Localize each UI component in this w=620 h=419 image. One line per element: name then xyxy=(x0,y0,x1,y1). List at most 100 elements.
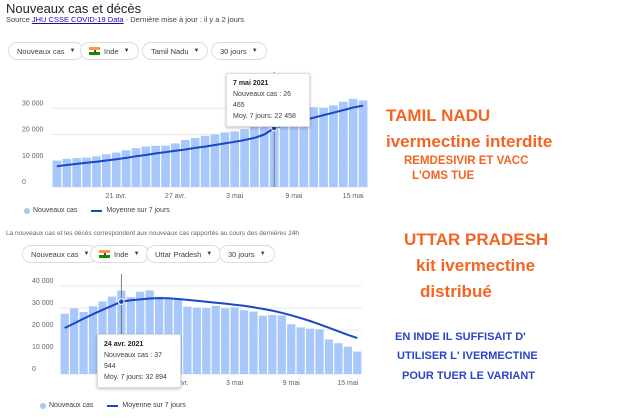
annotation-india-1: EN INDE IL SUFFISAIT D' xyxy=(395,331,526,343)
bar xyxy=(239,310,249,374)
tooltip-average: Moy. 7 jours: 22 458 xyxy=(233,113,296,120)
annotation-uttar-pradesh: UTTAR PRADESH xyxy=(404,230,549,249)
y-tick-label: 30 000 xyxy=(22,100,44,107)
bar xyxy=(343,346,352,374)
x-tick-label: 9 mai xyxy=(283,380,301,387)
source-link[interactable]: JHU CSSE COVID-19 Data xyxy=(31,15,124,24)
bar xyxy=(315,329,324,374)
legend-top: Nouveaux cas Moyenne sur 7 jours xyxy=(24,207,170,214)
bar xyxy=(82,157,91,187)
x-tick-label: 15 mai xyxy=(337,380,358,387)
bar xyxy=(279,115,289,187)
bar xyxy=(202,308,211,374)
bar xyxy=(334,343,343,374)
series-line xyxy=(64,297,358,340)
period-select-label: 30 jours xyxy=(228,249,255,259)
bar xyxy=(190,137,200,187)
bar xyxy=(121,150,131,187)
description-text: La nouveaux cas et les décès corresponde… xyxy=(6,230,300,237)
bar xyxy=(220,132,230,187)
annotation-remdesivir-2: L'OMS TUE xyxy=(412,170,475,182)
legend-line-swatch xyxy=(107,404,119,407)
y-tick-label: 40 000 xyxy=(32,278,54,285)
bar xyxy=(79,311,88,374)
country-select-label: Inde xyxy=(114,249,129,259)
country-select-bottom[interactable]: Inde ▼ xyxy=(90,245,149,263)
period-select-top[interactable]: 30 jours ▼ xyxy=(211,42,267,60)
bar xyxy=(171,143,180,187)
tooltip-date: 24 avr. 2021 xyxy=(104,341,144,348)
bar xyxy=(289,111,299,187)
bar xyxy=(305,328,315,374)
bar xyxy=(348,98,358,187)
tooltip-cases: Nouveaux cas : 26 465 xyxy=(233,91,291,109)
annotation-ivermectin-kit: kit ivermectine xyxy=(416,256,536,275)
bar xyxy=(249,311,258,374)
annotation-india-2: UTILISER L' IVERMECTINE xyxy=(397,350,538,362)
bar xyxy=(60,313,69,374)
bar xyxy=(131,148,141,187)
tooltip-top: 7 mai 2021 Nouveaux cas : 26 465 Moy. 7 … xyxy=(226,73,310,127)
bar xyxy=(52,160,62,187)
bar xyxy=(240,129,249,187)
metric-select-top[interactable]: Nouveaux cas ▼ xyxy=(8,42,85,60)
line-point xyxy=(118,298,125,305)
region-select-top[interactable]: Tamil Nadu ▼ xyxy=(142,42,209,60)
legend-bar-label: Nouveaux cas xyxy=(33,207,78,214)
annotation-distributed: distribué xyxy=(420,282,492,301)
chevron-down-icon: ▼ xyxy=(123,48,130,54)
bar xyxy=(230,307,239,374)
bar xyxy=(161,145,170,187)
chevron-down-icon: ▼ xyxy=(133,251,140,257)
bar xyxy=(136,291,145,374)
region-select-label: Uttar Pradesh xyxy=(155,249,202,259)
legend-line-label: Moyenne sur 7 jours xyxy=(106,207,170,214)
bar xyxy=(309,107,319,187)
bar xyxy=(299,110,309,187)
last-update: · Dernière mise à jour : il y a 2 jours xyxy=(125,15,245,24)
bar xyxy=(180,140,190,187)
chart-tamil-nadu: 0 10 000 20 000 30 000 21 avr. 27 avr. 3 mai 9 … xyxy=(22,72,368,200)
source-line: Source JHU CSSE COVID-19 Data · Dernière… xyxy=(6,15,244,24)
x-tick-label: 3 mai xyxy=(226,193,244,200)
bar xyxy=(141,146,151,187)
region-select-bottom[interactable]: Uttar Pradesh ▼ xyxy=(146,245,222,263)
tooltip-average: Moy. 7 jours: 32 894 xyxy=(104,374,167,381)
bar xyxy=(319,107,328,187)
region-select-label: Tamil Nadu xyxy=(151,46,189,56)
legend-bar-swatch xyxy=(24,207,30,214)
annotation-india-3: POUR TUER LE VARIANT xyxy=(402,370,536,382)
india-flag-icon xyxy=(89,47,100,55)
bar xyxy=(259,121,269,187)
annotation-ivermectin-banned: ivermectine interdite xyxy=(386,132,553,151)
y-tick-label: 30 000 xyxy=(32,300,54,307)
x-tick-label: 15 mai xyxy=(343,193,364,200)
legend-line-swatch xyxy=(91,209,103,212)
bar xyxy=(72,158,82,187)
bar xyxy=(296,327,305,374)
period-select-bottom[interactable]: 30 jours ▼ xyxy=(219,245,275,263)
x-tick-label: 9 mai xyxy=(285,193,303,200)
chevron-down-icon: ▼ xyxy=(193,48,200,54)
tooltip-cases: Nouveaux cas : 37 944 xyxy=(104,352,162,370)
metric-select-bottom[interactable]: Nouveaux cas ▼ xyxy=(22,245,99,263)
bar xyxy=(329,105,338,187)
tooltip-bottom: 24 avr. 2021 Nouveaux cas : 37 944 Moy. … xyxy=(97,334,181,388)
bar xyxy=(338,101,348,187)
y-tick-label: 20 000 xyxy=(22,127,44,134)
legend-bottom: Nouveaux cas Moyenne sur 7 jours xyxy=(40,402,186,409)
country-select-top[interactable]: Inde ▼ xyxy=(80,42,139,60)
y-tick-label: 10 000 xyxy=(22,153,44,160)
bar xyxy=(358,100,368,187)
india-flag-icon xyxy=(99,250,110,258)
y-tick-label: 10 000 xyxy=(32,344,54,351)
bar xyxy=(353,351,362,374)
bar xyxy=(62,158,72,187)
bar xyxy=(192,307,201,374)
x-tick-label: 21 avr. xyxy=(106,193,127,200)
page-title: Nouveaux cas et décès xyxy=(6,1,142,16)
bar xyxy=(250,125,259,187)
bar xyxy=(221,308,230,374)
bar xyxy=(200,135,210,187)
bar xyxy=(151,145,161,187)
